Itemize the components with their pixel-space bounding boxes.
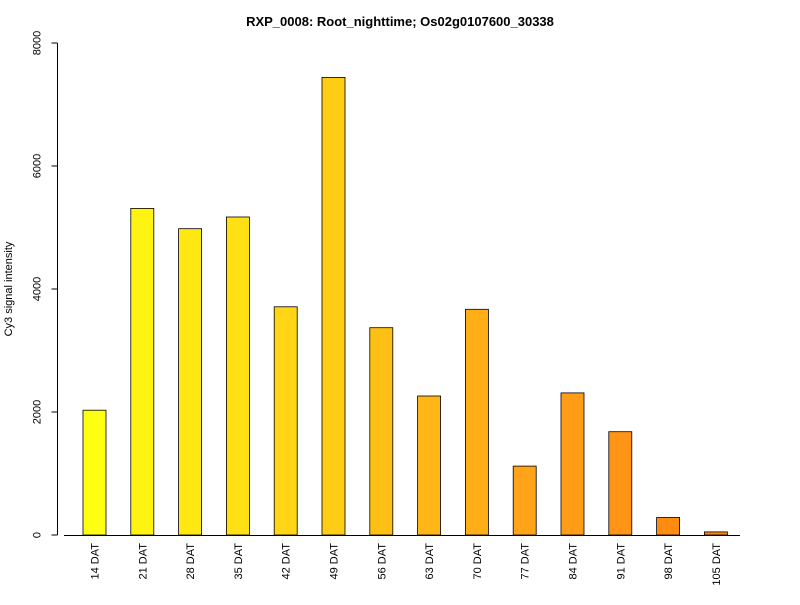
bar — [369, 327, 394, 536]
x-tick-label: 84 DAT — [568, 543, 580, 580]
x-tick-label: 21 DAT — [137, 543, 149, 580]
x-tick-label: 63 DAT — [424, 543, 436, 580]
x-tick-label: 49 DAT — [329, 543, 341, 580]
y-axis: 0 2000 4000 6000 8000 — [32, 31, 58, 538]
y-tick-label: 8000 — [32, 31, 44, 55]
bar — [82, 409, 107, 536]
bar — [656, 517, 680, 536]
x-tick-label: 42 DAT — [281, 543, 293, 580]
y-tick-label: 2000 — [32, 400, 44, 424]
x-tick-label: 35 DAT — [233, 543, 245, 580]
x-tick-label: 28 DAT — [185, 543, 197, 580]
chart-title: RXP_0008: Root_nighttime; Os02g0107600_3… — [246, 14, 554, 29]
y-tick-label: 4000 — [32, 277, 44, 301]
x-tick-label: 14 DAT — [90, 543, 102, 580]
bars-group — [82, 77, 728, 536]
x-tick-label: 77 DAT — [520, 543, 532, 580]
x-tick-labels: 14 DAT 21 DAT 28 DAT 35 DAT 42 DAT 49 DAT 56 D… — [90, 543, 723, 586]
bar — [560, 392, 585, 536]
y-axis-label: Cy3 signal intensity — [3, 241, 15, 336]
x-tick-label: 105 DAT — [711, 543, 723, 586]
bar — [178, 228, 203, 536]
x-tick-label: 70 DAT — [472, 543, 484, 580]
bar — [512, 465, 537, 536]
bar — [608, 431, 633, 536]
x-tick-label: 56 DAT — [376, 543, 388, 580]
bar — [464, 308, 489, 536]
bar — [321, 77, 346, 536]
bar — [225, 216, 250, 536]
x-tick-label: 98 DAT — [663, 543, 675, 580]
bar — [704, 531, 728, 536]
bar — [130, 207, 155, 536]
bar — [417, 395, 442, 536]
bar — [273, 306, 298, 536]
x-tick-label: 91 DAT — [615, 543, 627, 580]
y-tick-label: 6000 — [32, 154, 44, 178]
y-tick-label: 0 — [32, 532, 44, 538]
